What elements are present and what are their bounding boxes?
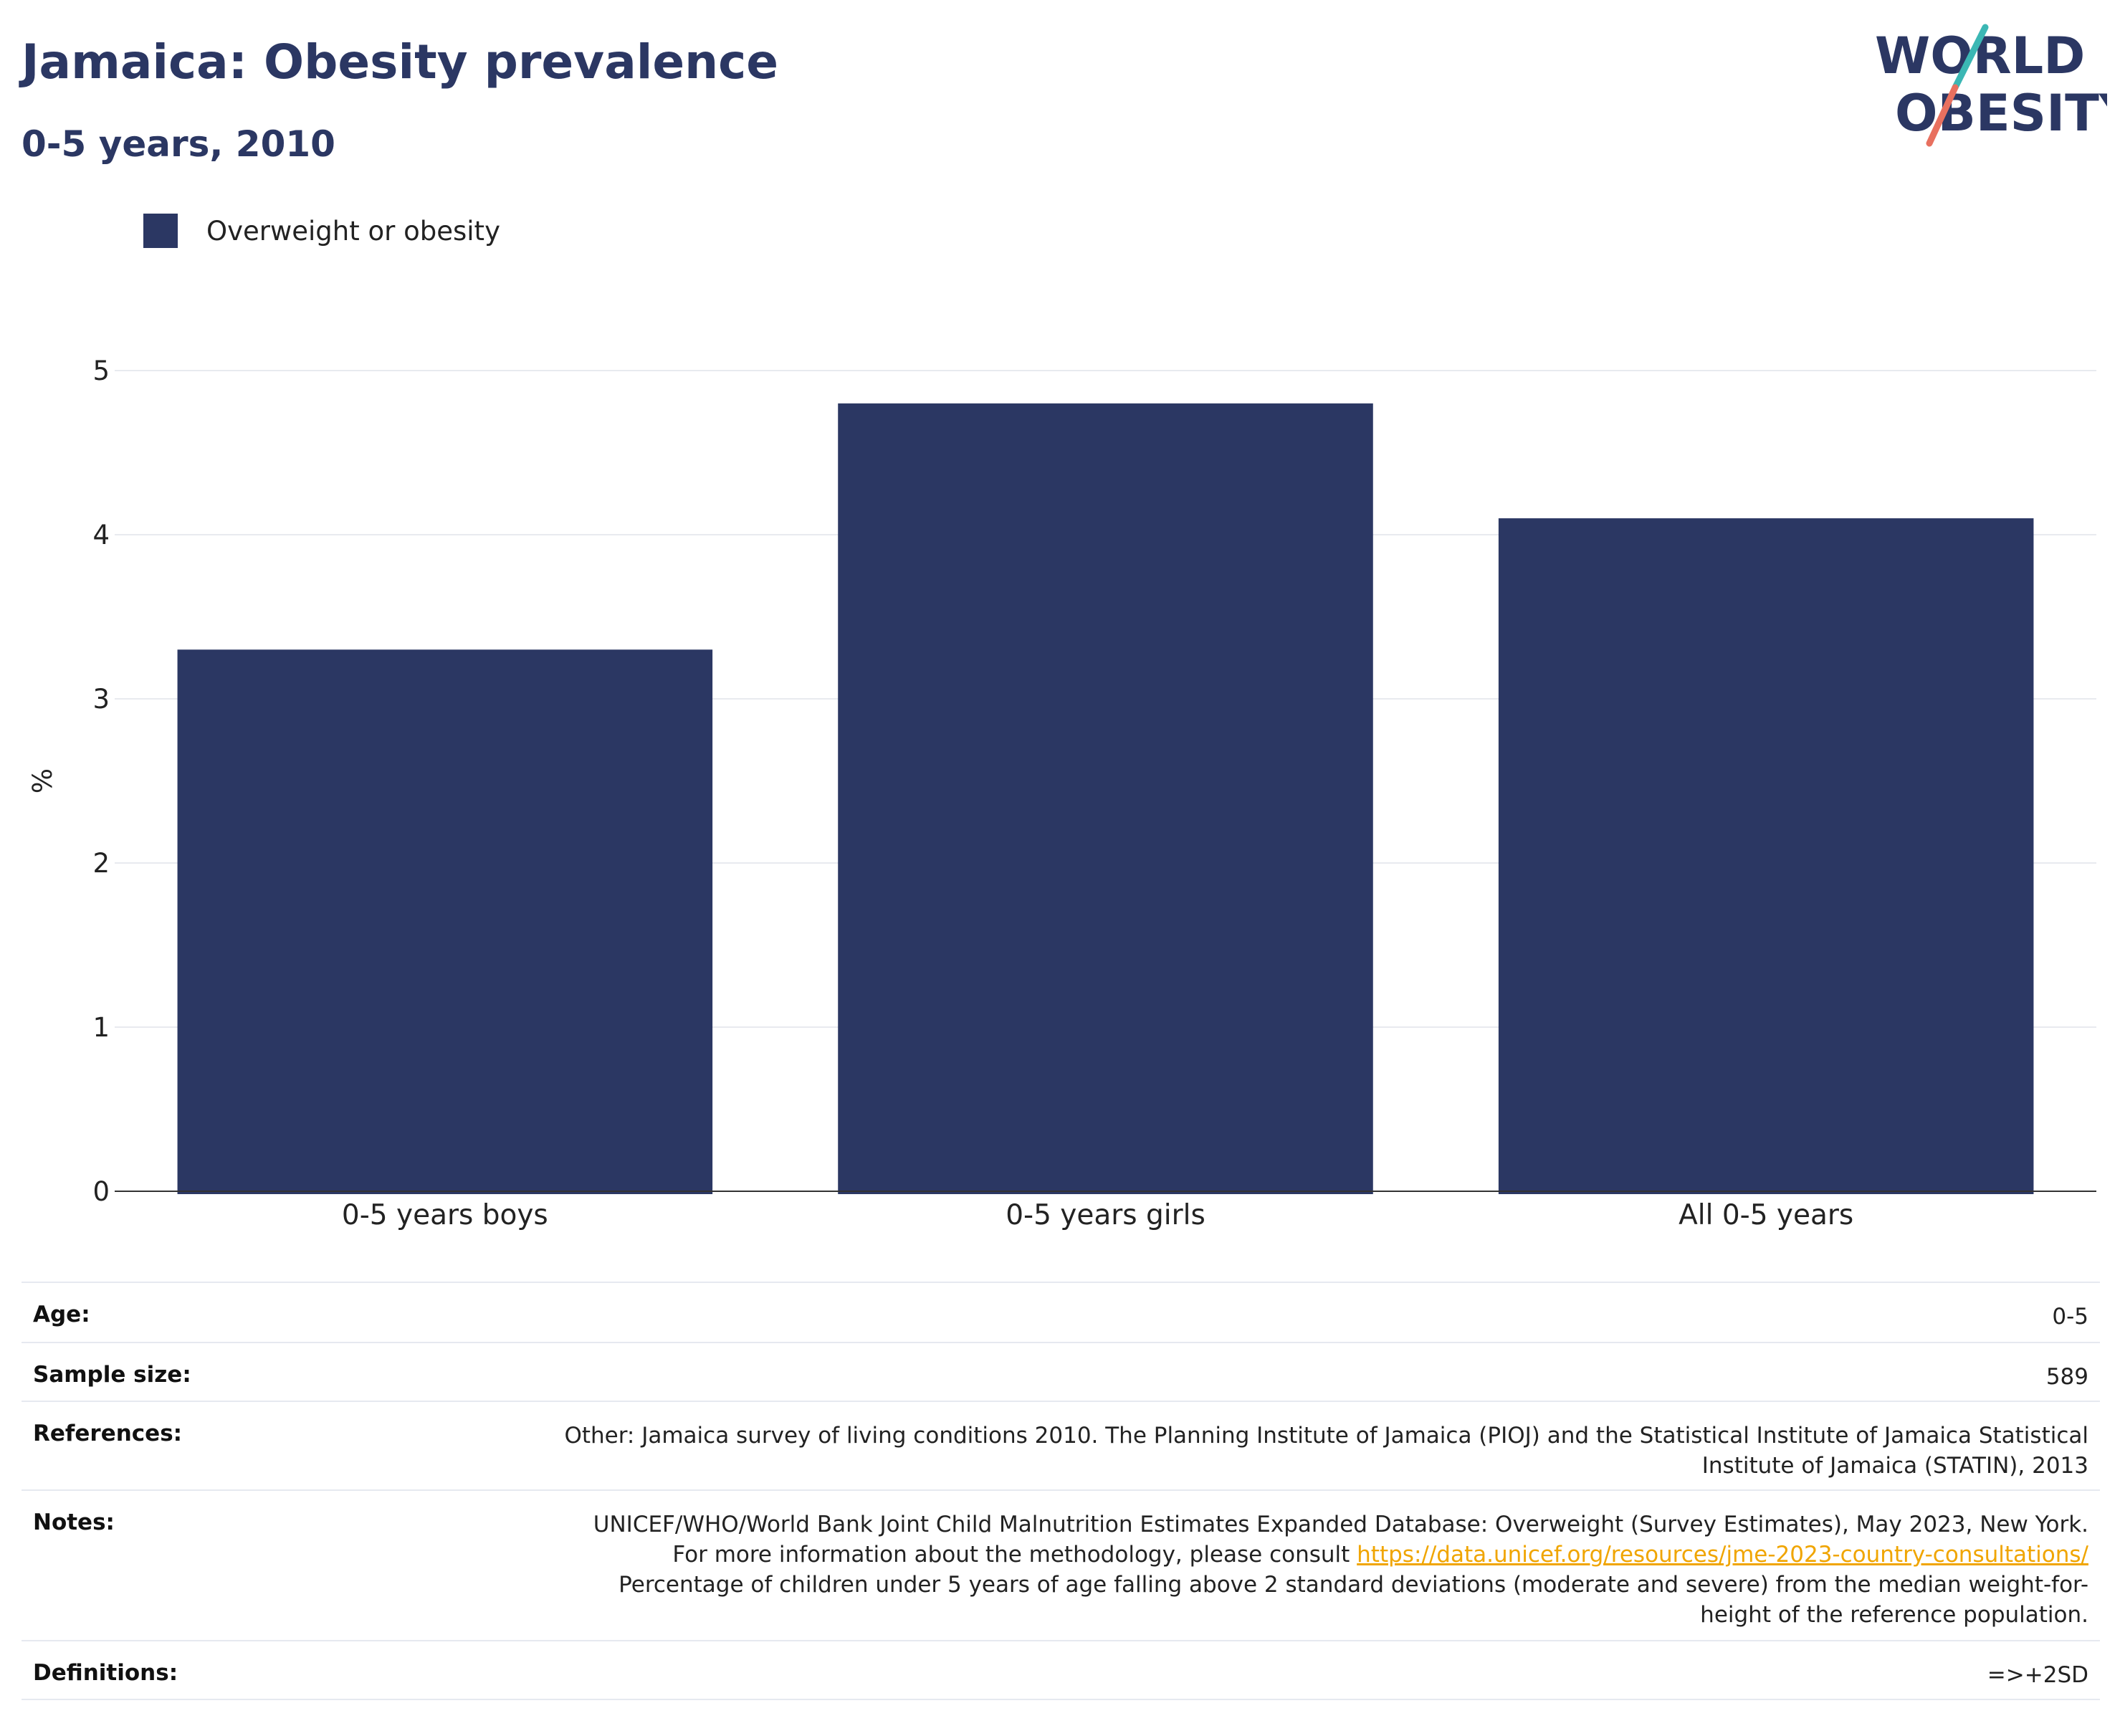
notes-text-before: UNICEF/WHO/World Bank Joint Child Malnut… [593, 1512, 2088, 1568]
info-row-definitions: Definitions: =>+2SD [22, 1640, 2100, 1700]
x-tick-labels: 0-5 years boys 0-5 years girls All 0-5 yea… [342, 1199, 1853, 1231]
info-row-notes: Notes: UNICEF/WHO/World Bank Joint Child… [22, 1489, 2100, 1640]
references-label: References: [33, 1421, 183, 1446]
chart-subtitle: 0-5 years, 2010 [22, 123, 335, 165]
bar [1498, 518, 2034, 1194]
sample-size-label: Sample size: [33, 1362, 191, 1388]
notes-label: Notes: [33, 1510, 115, 1535]
world-obesity-logo: WORLD OBESITY [1875, 24, 2107, 147]
legend: Overweight or obesity [143, 212, 500, 249]
y-tick-label: 5 [92, 356, 110, 386]
bars [177, 403, 2034, 1194]
definitions-label: Definitions: [33, 1660, 178, 1686]
y-tick-label: 0 [92, 1176, 110, 1207]
logo-slash-teal [1952, 24, 1989, 91]
bar-chart: 0 1 2 3 4 5 0-5 years boys 0-5 years girls All … [27, 356, 2096, 1231]
age-value: 0-5 [2052, 1304, 2088, 1330]
y-tick-label: 3 [92, 684, 110, 715]
references-value: Other: Jamaica survey of living conditio… [564, 1423, 2088, 1479]
notes-link[interactable]: https://data.unicef.org/resources/jme-20… [1357, 1542, 2088, 1568]
bar [177, 649, 713, 1194]
info-row-references: References: Other: Jamaica survey of liv… [22, 1401, 2100, 1489]
logo-line2: OBESITY [1895, 84, 2107, 143]
notes-text-after: Percentage of children under 5 years of … [619, 1572, 2088, 1628]
info-row-age: Age: 0-5 [22, 1282, 2100, 1342]
info-row-sample-size: Sample size: 589 [22, 1342, 2100, 1401]
x-tick-label: 0-5 years girls [1006, 1199, 1205, 1231]
age-label: Age: [33, 1302, 90, 1327]
x-tick-label: 0-5 years boys [342, 1199, 548, 1231]
x-tick-label: All 0-5 years [1679, 1199, 1853, 1231]
y-tick-label: 4 [92, 520, 110, 550]
chart-title: Jamaica: Obesity prevalence [22, 34, 778, 90]
notes-value: UNICEF/WHO/World Bank Joint Child Malnut… [555, 1510, 2088, 1630]
legend-label: Overweight or obesity [206, 215, 500, 247]
legend-swatch [143, 214, 178, 248]
y-tick-label: 2 [92, 848, 110, 879]
y-tick-labels: 0 1 2 3 4 5 [92, 356, 110, 1207]
definitions-value: =>+2SD [1987, 1662, 2088, 1688]
info-table: Age: 0-5 Sample size: 589 References: Ot… [22, 1282, 2100, 1700]
sample-size-value: 589 [2045, 1364, 2088, 1390]
y-tick-label: 1 [92, 1012, 110, 1043]
y-axis-label: % [27, 768, 58, 793]
logo-slash-coral [1926, 84, 1959, 147]
bar [838, 403, 1373, 1194]
